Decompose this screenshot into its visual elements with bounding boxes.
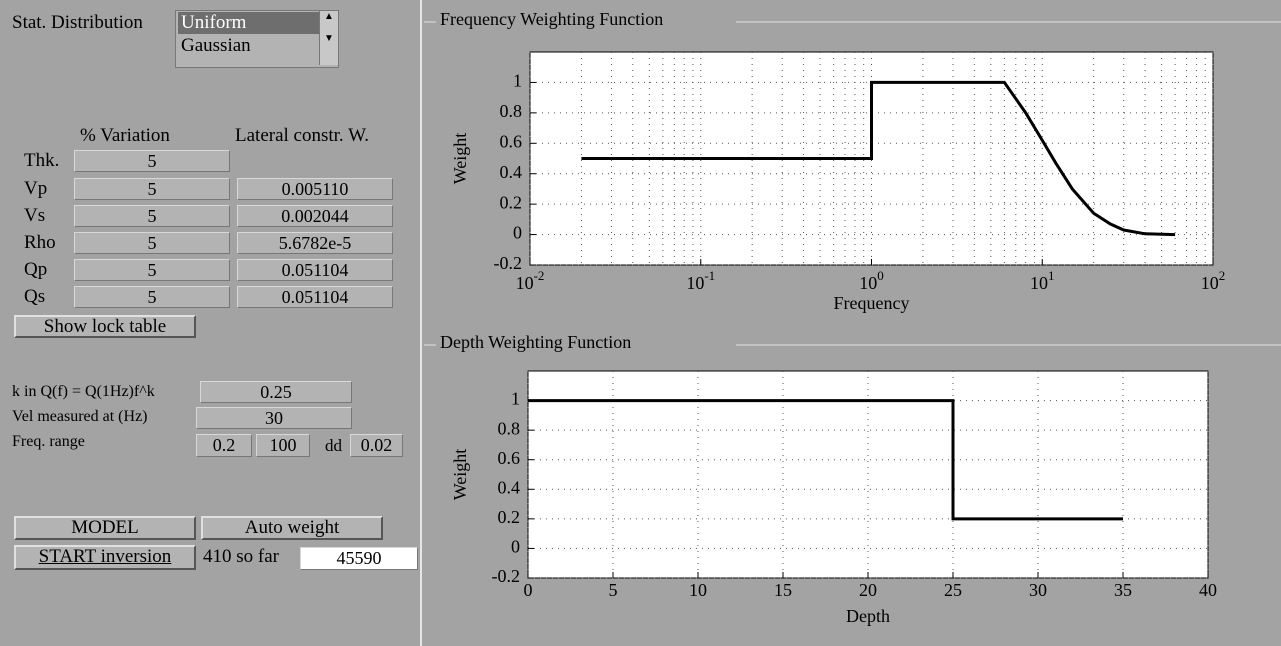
x-tick-label: 35	[1114, 580, 1132, 600]
row-label: Qp	[24, 259, 48, 280]
column-header: Lateral constr. W.	[235, 125, 370, 146]
x-tick-label: 25	[944, 580, 962, 600]
input[interactable]: 5	[74, 205, 230, 227]
y-tick-label: -0.2	[492, 566, 521, 586]
label: dd	[325, 436, 342, 455]
input[interactable]: 5	[74, 150, 230, 172]
x-tick-label: 102	[1201, 268, 1226, 293]
x-tick-base: 10	[1201, 273, 1219, 293]
x-tick-base: 10	[686, 273, 704, 293]
button[interactable]: Auto weight	[201, 516, 383, 540]
y-tick-label: 0.8	[500, 101, 523, 121]
row-label: Rho	[24, 232, 56, 253]
input[interactable]: 100	[256, 434, 310, 457]
scrollbar[interactable]: ▲ ▼	[319, 11, 338, 65]
input[interactable]: 5	[74, 286, 230, 308]
title-bg	[436, 331, 736, 357]
list-option[interactable]: Gaussian	[181, 35, 251, 56]
label: 410 so far	[203, 546, 279, 567]
y-tick-label: 0.6	[500, 131, 523, 151]
x-tick-base: 10	[1030, 273, 1048, 293]
x-tick-label: 10	[689, 580, 707, 600]
x-tick-label: 0	[524, 580, 533, 600]
button[interactable]: MODEL	[14, 516, 196, 540]
y-tick-label: 0.4	[500, 162, 523, 182]
label: Stat. Distribution	[12, 12, 143, 33]
button[interactable]: Show lock table	[14, 315, 196, 338]
title-bg	[436, 8, 736, 34]
x-tick-exponent: -2	[534, 268, 545, 283]
plot-area	[527, 370, 1209, 579]
input[interactable]: 0.005110	[237, 178, 393, 200]
y-tick-label: 0	[513, 223, 522, 243]
input[interactable]: 0.002044	[237, 205, 393, 227]
x-tick-exponent: 2	[1219, 268, 1226, 283]
row-label: Vp	[24, 178, 48, 199]
y-tick-label: 0	[511, 537, 520, 557]
button[interactable]: START inversion	[14, 545, 196, 570]
x-tick-label: 10-1	[686, 268, 715, 293]
y-tick-label: 0.4	[498, 477, 521, 497]
row-label: Qs	[24, 286, 46, 307]
listbox[interactable]: Uniform Gaussian ▲ ▼	[175, 10, 339, 68]
x-tick-label: 101	[1030, 268, 1055, 293]
y-axis-label: Weight	[450, 133, 470, 185]
input[interactable]: 5	[74, 178, 230, 200]
x-tick-base: 10	[516, 273, 534, 293]
x-tick-label: 15	[774, 580, 792, 600]
label: Freq. range	[12, 433, 85, 450]
output: 45590	[300, 547, 418, 570]
y-tick-label: -0.2	[494, 253, 523, 273]
label: k in Q(f) = Q(1Hz)f^k	[12, 383, 155, 400]
x-tick-exponent: -1	[704, 268, 715, 283]
x-tick-label: 100	[859, 268, 884, 293]
label: Vel measured at (Hz)	[12, 408, 148, 425]
x-tick-label: 30	[1029, 580, 1047, 600]
chart-title: Depth Weighting Function	[440, 332, 631, 352]
x-tick-label: 5	[609, 580, 618, 600]
y-axis-label: Weight	[450, 449, 470, 501]
y-tick-label: 1	[511, 389, 520, 409]
y-tick-label: 1	[513, 71, 522, 91]
input[interactable]: 30	[196, 407, 352, 429]
data-line	[528, 399, 1123, 521]
y-tick-label: 0.6	[498, 448, 521, 468]
input[interactable]: 0.25	[200, 381, 352, 403]
data-line	[581, 80, 1176, 237]
row-label: Vs	[24, 205, 46, 226]
chart-title: Frequency Weighting Function	[440, 9, 663, 29]
y-tick-label: 0.2	[500, 192, 523, 212]
x-tick-exponent: 1	[1048, 268, 1055, 283]
x-tick-label: 40	[1199, 580, 1217, 600]
x-tick-label: 20	[859, 580, 877, 600]
input[interactable]: 0.02	[350, 434, 403, 457]
input[interactable]: 5	[74, 232, 230, 254]
x-tick-label: 10-2	[516, 268, 545, 293]
row-label: Thk.	[24, 150, 60, 171]
x-axis-label: Frequency	[834, 293, 910, 313]
column-header: % Variation	[80, 125, 170, 146]
input[interactable]: 0.051104	[237, 286, 393, 308]
x-tick-base: 10	[859, 273, 877, 293]
x-axis-label: Depth	[846, 606, 890, 626]
input[interactable]: 5	[74, 259, 230, 281]
input[interactable]: 0.2	[196, 434, 252, 457]
y-tick-label: 0.2	[498, 507, 521, 527]
input[interactable]: 0.051104	[237, 259, 393, 281]
y-tick-label: 0.8	[498, 418, 521, 438]
input[interactable]: 5.6782e-5	[237, 232, 393, 254]
list-option[interactable]: Uniform	[178, 12, 319, 34]
x-tick-exponent: 0	[877, 268, 884, 283]
